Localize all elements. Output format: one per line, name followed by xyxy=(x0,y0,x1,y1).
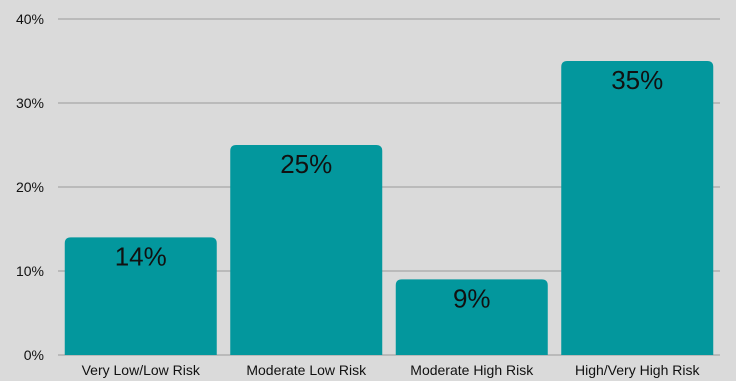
bar-value-label: 35% xyxy=(611,65,663,95)
y-tick-label: 20% xyxy=(16,179,44,195)
bar-value-label: 25% xyxy=(280,149,332,179)
bar xyxy=(395,279,548,355)
x-category-label: High/Very High Risk xyxy=(575,362,700,378)
y-tick-label: 0% xyxy=(24,347,44,363)
bars xyxy=(64,61,714,355)
bar xyxy=(230,145,383,355)
data-labels: 14% 25% 9% 35% xyxy=(115,65,664,313)
y-tick-label: 40% xyxy=(16,11,44,27)
x-category-label: Moderate Low Risk xyxy=(246,362,367,378)
x-category-label: Moderate High Risk xyxy=(410,362,534,378)
bar-value-label: 14% xyxy=(115,241,167,271)
y-tick-label: 30% xyxy=(16,95,44,111)
y-axis: 0% 10% 20% 30% 40% xyxy=(16,11,44,363)
bar xyxy=(561,61,714,355)
bar xyxy=(64,237,217,355)
y-tick-label: 10% xyxy=(16,263,44,279)
x-axis: Very Low/Low Risk Moderate Low Risk Modera… xyxy=(82,362,701,378)
bar-value-label: 9% xyxy=(453,283,491,313)
x-category-label: Very Low/Low Risk xyxy=(82,362,201,378)
